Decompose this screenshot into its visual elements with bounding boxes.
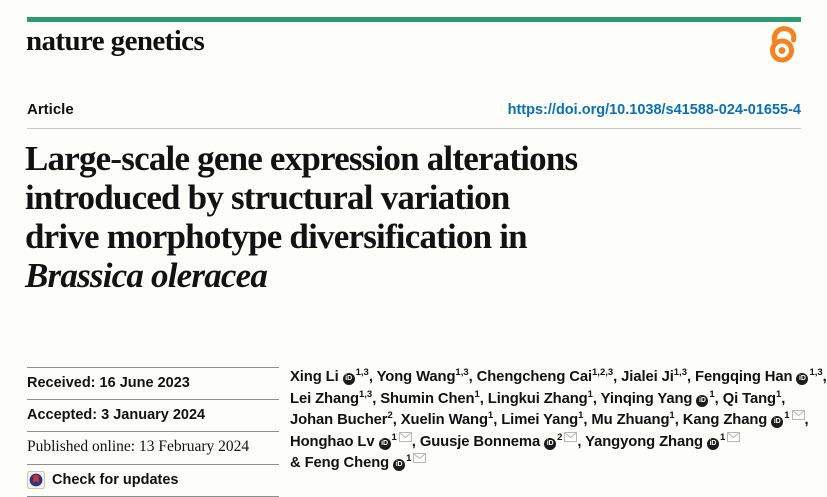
affiliation-superscript: 1 — [784, 410, 790, 421]
author-name-text: , Guusje Bonnema — [411, 433, 541, 450]
author-name-text: , Kang Zhang — [674, 412, 768, 428]
affiliation-superscript: 1,2,3 — [592, 367, 614, 378]
received-date: Received: 16 June 2023 — [27, 367, 279, 399]
author-name-text: , Shumin Chen — [372, 390, 475, 407]
orcid-icon[interactable]: iD — [706, 437, 719, 450]
title-line: Large-scale gene expression alterations — [25, 139, 578, 178]
author-name-text: Honghao Lv — [290, 433, 375, 450]
affiliation-superscript: 1 — [775, 388, 782, 400]
orcid-icon[interactable]: iD — [771, 416, 784, 428]
affiliation-superscript: 2 — [557, 431, 563, 443]
author-name-text: , Fengqing Han — [686, 369, 793, 385]
email-icon[interactable] — [413, 453, 427, 463]
author-name-text: , Chengcheng Cai — [468, 369, 593, 385]
author-name-text: , Lingkui Zhang — [479, 390, 588, 407]
author-name-text: , Jialei Ji — [613, 369, 674, 385]
title-line: introduced by structural variation — [25, 178, 510, 217]
journal-logo: nature genetics — [26, 25, 205, 57]
orcid-icon[interactable]: iD — [696, 394, 709, 407]
article-dates-panel: Received: 16 June 2023 Accepted: 3 Janua… — [27, 367, 279, 497]
affiliation-superscript: 1 — [391, 431, 397, 443]
affiliation-superscript: 2 — [387, 410, 393, 421]
author-line: Honghao Lv iD1, Guusje Bonnema iD2, Yangyo… — [290, 431, 812, 454]
author-name-text: Johan Bucher — [290, 412, 388, 428]
email-icon[interactable] — [398, 431, 412, 442]
author-name-text: , Mu Zhuang — [583, 412, 670, 428]
author-name-text: & Feng Cheng — [290, 455, 390, 471]
author-name-text: , Yangyong Zhang — [577, 433, 703, 450]
affiliation-superscript: 1,3 — [673, 367, 687, 378]
author-name-text: Xing Li — [290, 369, 339, 385]
doi-link[interactable]: https://doi.org/10.1038/s41588-024-01655… — [507, 102, 801, 118]
orcid-icon[interactable]: iD — [342, 373, 355, 385]
affiliation-superscript: 1 — [474, 388, 480, 400]
crossmark-icon — [27, 471, 45, 489]
affiliation-superscript: 1 — [587, 388, 593, 400]
author-line: Johan Bucher2, Xuelin Wang1, Limei Yang1… — [290, 410, 812, 432]
email-icon[interactable] — [564, 431, 578, 442]
affiliation-superscript: 1 — [487, 410, 494, 421]
affiliation-superscript: 1 — [719, 431, 726, 443]
author-name-text: , — [804, 412, 809, 428]
email-icon[interactable] — [727, 431, 741, 442]
title-line-species: Brassica oleracea — [25, 256, 268, 295]
open-access-icon — [770, 26, 797, 63]
author-name-text: , Yong Wang — [368, 369, 456, 385]
accepted-date: Accepted: 3 January 2024 — [27, 399, 279, 431]
author-name-text: , Qi Tang — [714, 390, 776, 407]
article-title: Large-scale gene expression alterations … — [25, 139, 745, 295]
check-for-updates-button[interactable]: Check for updates — [27, 464, 279, 497]
check-for-updates-label: Check for updates — [52, 472, 179, 488]
affiliation-superscript: 1 — [669, 410, 675, 421]
author-line: & Feng Cheng iD1 — [290, 453, 812, 475]
orcid-icon[interactable]: iD — [796, 373, 809, 385]
email-icon[interactable] — [791, 410, 805, 420]
author-name-text: , Yinqing Yang — [592, 390, 693, 407]
author-name-text: , — [781, 390, 786, 407]
published-date: Published online: 13 February 2024 — [27, 431, 279, 464]
author-name-text: , — [822, 369, 827, 385]
affiliation-superscript: 1,3 — [358, 388, 373, 400]
author-name-text: , Xuelin Wang — [392, 412, 488, 428]
affiliation-superscript: 1 — [406, 453, 412, 464]
affiliation-superscript: 1 — [709, 388, 715, 400]
orcid-icon[interactable]: iD — [378, 437, 391, 450]
author-list: Xing Li iD1,3, Yong Wang1,3, Chengcheng C… — [290, 367, 827, 475]
author-line: Xing Li iD1,3, Yong Wang1,3, Chengcheng C… — [290, 367, 827, 389]
affiliation-superscript: 1,3 — [355, 367, 369, 378]
brand-rule — [27, 17, 801, 22]
orcid-icon[interactable]: iD — [393, 459, 406, 471]
affiliation-superscript: 1 — [578, 410, 584, 421]
title-line: drive morphotype diversification in — [25, 217, 528, 256]
affiliation-superscript: 1,3 — [455, 367, 469, 378]
orcid-icon[interactable]: iD — [544, 437, 557, 450]
author-name-text: , Limei Yang — [493, 412, 579, 428]
author-name-text: Lei Zhang — [290, 390, 359, 407]
article-header-row: Article https://doi.org/10.1038/s41588-0… — [27, 101, 801, 129]
author-line: Lei Zhang1,3, Shumin Chen1, Lingkui Zhan… — [290, 389, 812, 411]
affiliation-superscript: 1,3 — [809, 367, 823, 378]
article-type-label: Article — [27, 101, 74, 118]
